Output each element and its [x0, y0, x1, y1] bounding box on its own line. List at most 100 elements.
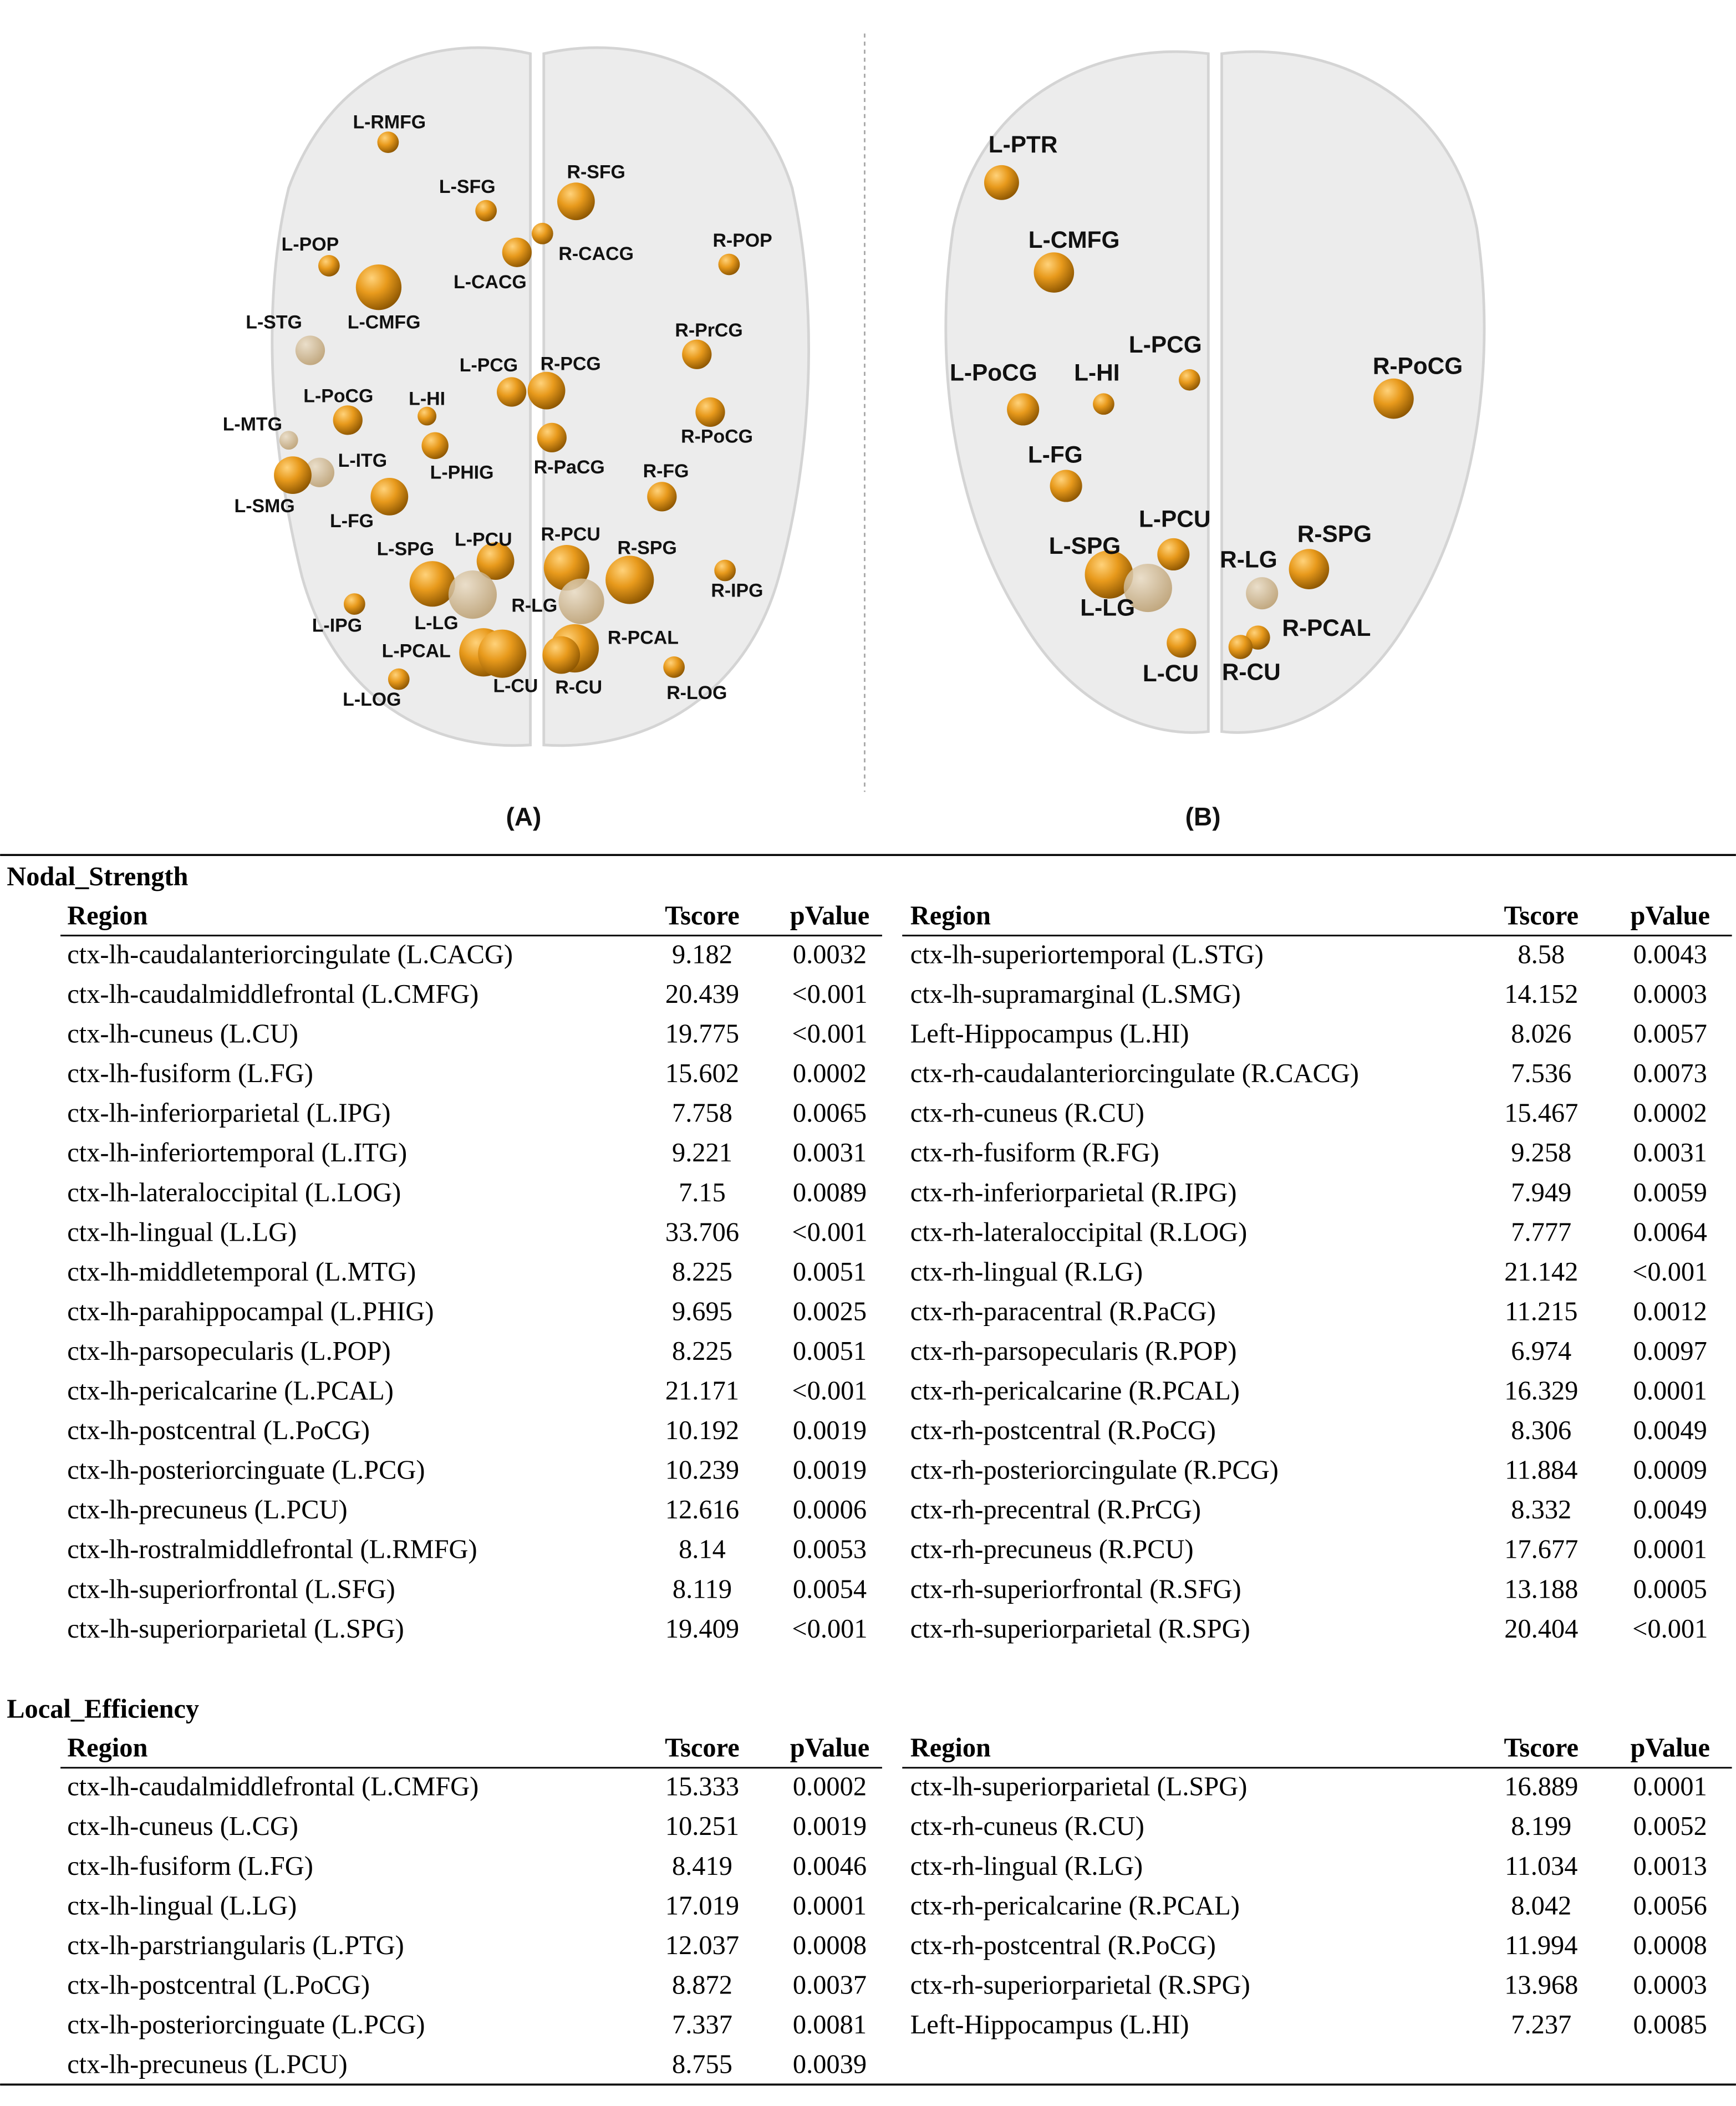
node-label: L-FG — [330, 511, 374, 532]
node-sphere — [1179, 369, 1200, 391]
node-sphere — [605, 555, 654, 604]
node-label: L-RMFG — [353, 112, 426, 133]
tscore-cell: 8.026 — [1511, 1019, 1571, 1049]
pvalue-cell: 0.0039 — [793, 2050, 867, 2079]
region-cell: ctx-lh-rostralmiddlefrontal (L.RMFG) — [67, 1535, 477, 1564]
region-cell: ctx-rh-paracentral (R.PaCG) — [910, 1297, 1216, 1326]
column-header: pValue — [1630, 901, 1710, 930]
pvalue-cell: 0.0081 — [793, 2010, 867, 2039]
node-sphere — [557, 182, 595, 221]
node-label: R-LOG — [666, 682, 727, 703]
tscore-cell: 15.602 — [665, 1059, 739, 1088]
tscore-cell: 20.404 — [1504, 1614, 1578, 1644]
table-title: Nodal_Strength — [7, 862, 188, 891]
region-cell: ctx-lh-cuneus (L.CG) — [67, 1812, 298, 1841]
pvalue-cell: 0.0019 — [793, 1812, 867, 1841]
node-sphere — [355, 264, 402, 310]
pvalue-cell: 0.0005 — [1633, 1574, 1707, 1604]
pvalue-cell: 0.0002 — [793, 1772, 867, 1802]
region-cell: ctx-lh-inferiortemporal (L.ITG) — [67, 1138, 407, 1167]
tscore-cell: 7.337 — [672, 2010, 732, 2039]
pvalue-cell: 0.0012 — [1633, 1297, 1707, 1326]
tscore-cell: 11.884 — [1505, 1456, 1577, 1485]
region-cell: ctx-lh-inferiorparietal (L.IPG) — [67, 1099, 390, 1128]
region-cell: ctx-lh-fusiform (L.FG) — [67, 1852, 313, 1881]
region-cell: ctx-rh-superiorparietal (R.SPG) — [910, 1970, 1250, 2000]
pvalue-cell: 0.0053 — [793, 1535, 867, 1564]
region-cell: ctx-rh-lingual (R.LG) — [910, 1852, 1143, 1881]
pvalue-cell: <0.001 — [1632, 1614, 1708, 1644]
node-label: R-PoCG — [1373, 353, 1463, 379]
node-sphere — [279, 431, 298, 450]
tscore-cell: 7.536 — [1511, 1059, 1571, 1088]
node-label: R-LG — [1220, 546, 1277, 572]
node-label: L-PoCG — [303, 386, 373, 407]
region-cell: ctx-lh-caudalmiddlefrontal (L.CMFG) — [67, 980, 478, 1009]
pvalue-cell: 0.0089 — [793, 1178, 867, 1207]
region-cell: ctx-lh-posteriorcinguate (L.PCG) — [67, 1456, 425, 1485]
pvalue-cell: <0.001 — [792, 1376, 867, 1406]
tscore-cell: 19.775 — [665, 1019, 739, 1049]
pvalue-cell: 0.0049 — [1633, 1495, 1707, 1524]
pvalue-cell: 0.0003 — [1633, 1970, 1707, 2000]
region-cell: ctx-lh-precuneus (L.PCU) — [67, 1495, 347, 1524]
pvalue-cell: 0.0019 — [793, 1416, 867, 1445]
tscore-cell: 10.239 — [665, 1456, 739, 1485]
tscore-cell: 17.677 — [1504, 1535, 1578, 1564]
tscore-cell: 9.695 — [672, 1297, 732, 1326]
region-cell: ctx-rh-postcentral (R.PoCG) — [910, 1416, 1216, 1445]
node-sphere — [1373, 378, 1414, 419]
node-label: L-PCG — [1129, 332, 1202, 358]
region-cell: Left-Hippocampus (L.HI) — [910, 1019, 1189, 1049]
column-header: pValue — [1630, 1733, 1710, 1762]
tscore-cell: 8.332 — [1511, 1495, 1571, 1524]
tscore-cell: 7.237 — [1511, 2010, 1571, 2039]
column-header: Region — [67, 1733, 147, 1762]
pvalue-cell: 0.0019 — [793, 1456, 867, 1485]
region-cell: ctx-lh-caudalmiddlefrontal (L.CMFG) — [67, 1772, 478, 1802]
pvalue-cell: 0.0052 — [1633, 1812, 1707, 1841]
pvalue-cell: 0.0002 — [793, 1059, 867, 1088]
node-sphere — [663, 656, 685, 678]
node-label: L-PCAL — [382, 641, 451, 662]
pvalue-cell: 0.0057 — [1633, 1019, 1707, 1049]
region-cell: ctx-rh-posteriorcingulate (R.PCG) — [910, 1456, 1279, 1485]
column-header: Tscore — [1504, 901, 1579, 930]
tscore-cell: 11.994 — [1505, 1931, 1577, 1960]
node-sphere — [478, 629, 527, 678]
pvalue-cell: 0.0043 — [1633, 940, 1707, 969]
pvalue-cell: 0.0037 — [793, 1970, 867, 2000]
node-label: R-PrCG — [675, 320, 742, 341]
pvalue-cell: 0.0002 — [1633, 1099, 1707, 1128]
region-cell: ctx-lh-lateraloccipital (L.LOG) — [67, 1178, 401, 1207]
node-sphere — [542, 636, 581, 674]
region-cell: Left-Hippocampus (L.HI) — [910, 2010, 1189, 2039]
tscore-cell: 8.872 — [672, 1970, 732, 2000]
pvalue-cell: 0.0001 — [1633, 1772, 1707, 1802]
region-cell: ctx-rh-caudalanteriorcingulate (R.CACG) — [910, 1059, 1359, 1088]
node-sphere — [409, 561, 455, 607]
column-header: Tscore — [665, 1733, 739, 1762]
tscore-cell: 9.182 — [672, 940, 732, 969]
node-label: R-FG — [643, 461, 689, 482]
tscore-cell: 15.467 — [1504, 1099, 1578, 1128]
pvalue-cell: <0.001 — [1632, 1257, 1708, 1287]
pvalue-cell: 0.0065 — [793, 1099, 867, 1128]
node-label: L-PTR — [989, 131, 1058, 157]
tscore-cell: 11.034 — [1505, 1852, 1577, 1881]
region-cell: ctx-lh-supramarginal (L.SMG) — [910, 980, 1241, 1009]
tscore-cell: 13.968 — [1504, 1970, 1578, 2000]
pvalue-cell: 0.0064 — [1633, 1217, 1707, 1247]
panel-label: (B) — [1185, 802, 1221, 831]
region-cell: ctx-rh-lateraloccipital (R.LOG) — [910, 1217, 1248, 1247]
node-sphere — [295, 335, 325, 365]
region-cell: ctx-lh-postcentral (L.PoCG) — [67, 1416, 370, 1445]
node-sphere — [1289, 549, 1330, 589]
panel-label: (A) — [506, 802, 542, 831]
node-label: R-IPG — [711, 580, 763, 601]
node-label: L-FG — [1028, 441, 1083, 467]
tscore-cell: 21.171 — [665, 1376, 739, 1406]
tscore-cell: 17.019 — [665, 1891, 739, 1920]
pvalue-cell: <0.001 — [792, 1217, 867, 1247]
pvalue-cell: 0.0006 — [793, 1495, 867, 1524]
